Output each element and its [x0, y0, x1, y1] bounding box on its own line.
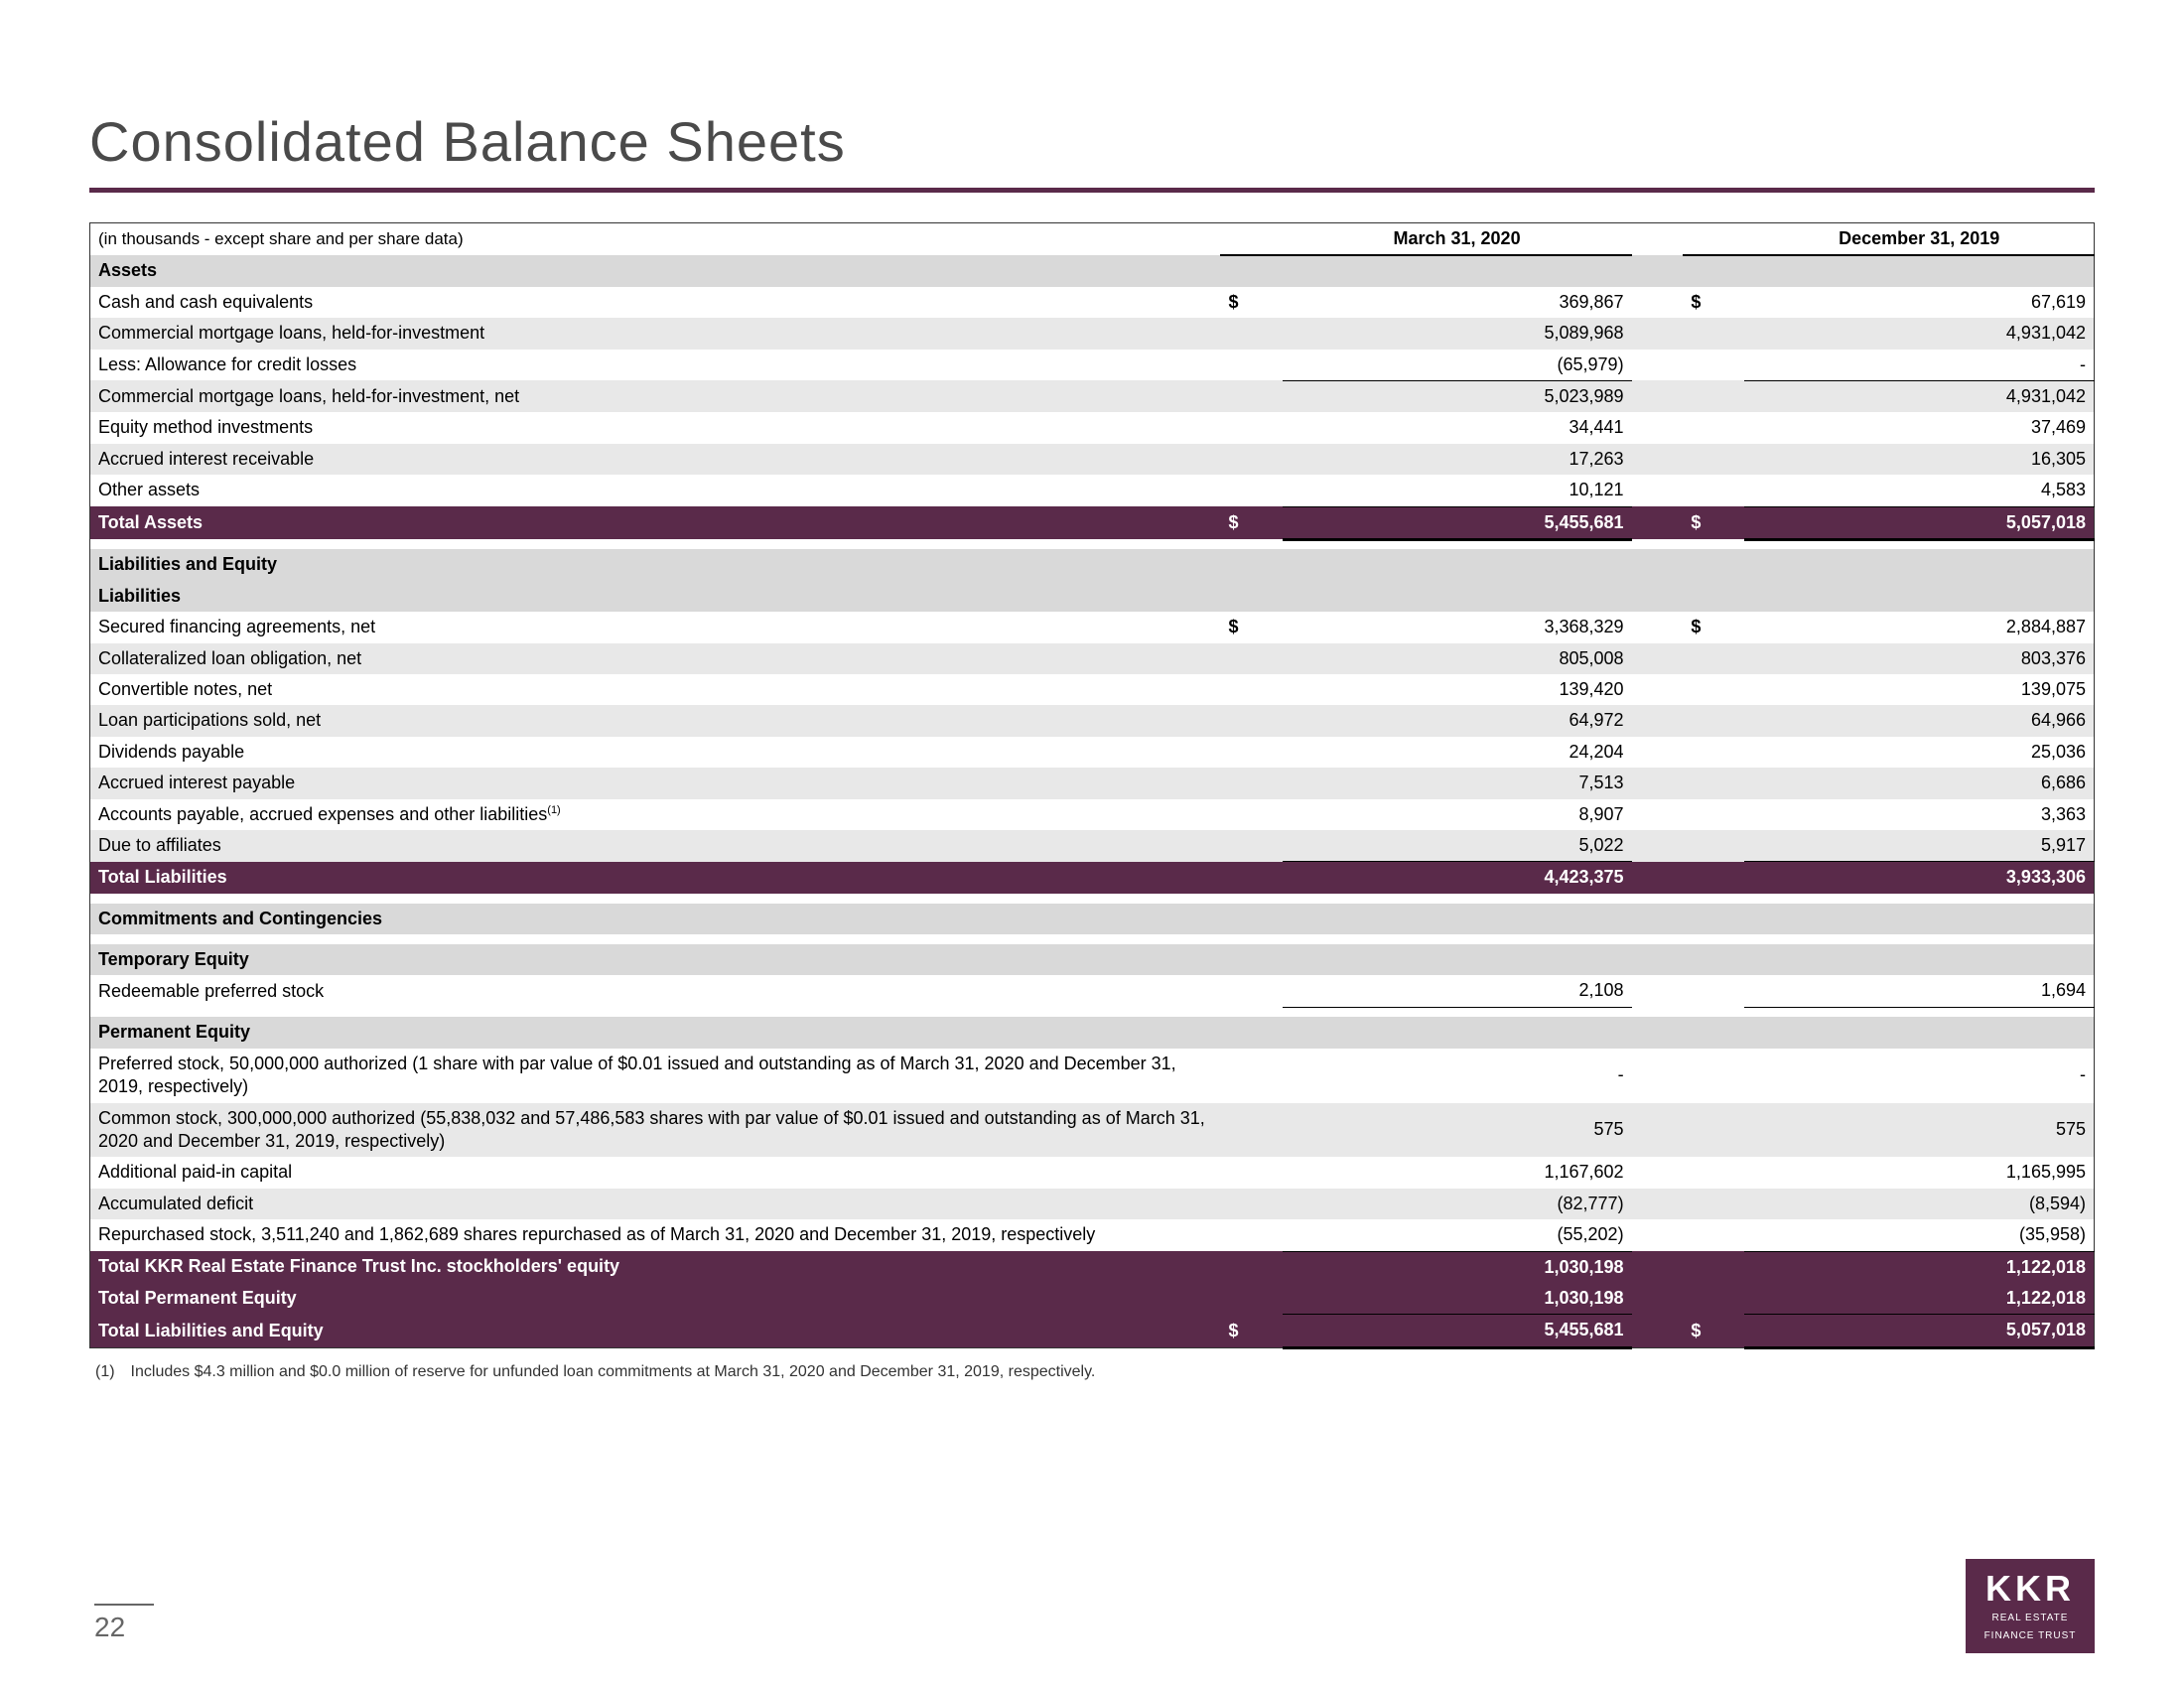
row-convertible: Convertible notes, net139,420139,075	[90, 674, 2095, 705]
section-liabilities: Liabilities	[90, 581, 2095, 612]
row-apic: Additional paid-in capital1,167,6021,165…	[90, 1157, 2095, 1188]
row-cml: Commercial mortgage loans, held-for-inve…	[90, 318, 2095, 349]
row-dividends-payable: Dividends payable24,20425,036	[90, 737, 2095, 768]
row-accum-deficit: Accumulated deficit(82,777)(8,594)	[90, 1189, 2095, 1219]
logo-text: KKR	[1985, 1571, 2075, 1607]
row-cash: Cash and cash equivalents $369,867 $67,6…	[90, 287, 2095, 318]
brand-logo: KKR REAL ESTATE FINANCE TRUST	[1966, 1559, 2095, 1653]
section-liab-equity: Liabilities and Equity	[90, 549, 2095, 580]
row-allowance: Less: Allowance for credit losses(65,979…	[90, 350, 2095, 381]
section-assets: Assets	[90, 255, 2095, 286]
section-perm-equity: Permanent Equity	[90, 1017, 2095, 1048]
title-rule	[89, 188, 2095, 193]
row-total-liabilities: Total Liabilities4,423,3753,933,306	[90, 862, 2095, 894]
logo-subtext-2: FINANCE TRUST	[1984, 1630, 2077, 1642]
row-loan-part: Loan participations sold, net64,97264,96…	[90, 705, 2095, 736]
row-total-stockholders: Total KKR Real Estate Finance Trust Inc.…	[90, 1251, 2095, 1283]
row-total-assets: Total Assets $5,455,681 $5,057,018	[90, 506, 2095, 539]
row-redeemable: Redeemable preferred stock2,1081,694	[90, 975, 2095, 1007]
page-title: Consolidated Balance Sheets	[89, 109, 2095, 174]
row-total-perm-equity: Total Permanent Equity1,030,1981,122,018	[90, 1283, 2095, 1315]
row-clo: Collateralized loan obligation, net805,0…	[90, 643, 2095, 674]
row-preferred: Preferred stock, 50,000,000 authorized (…	[90, 1049, 2095, 1103]
row-other-assets: Other assets10,1214,583	[90, 475, 2095, 506]
col-header-1: March 31, 2020	[1283, 223, 1632, 256]
section-commitments: Commitments and Contingencies	[90, 904, 2095, 934]
footnote: (1) Includes $4.3 million and $0.0 milli…	[89, 1363, 2095, 1381]
header-row: (in thousands - except share and per sha…	[90, 223, 2095, 256]
row-total-liab-equity: Total Liabilities and Equity $5,455,681 …	[90, 1315, 2095, 1347]
col-header-2: December 31, 2019	[1744, 223, 2094, 256]
row-affiliates: Due to affiliates5,0225,917	[90, 830, 2095, 862]
row-equity-method: Equity method investments34,44137,469	[90, 412, 2095, 443]
row-repurchased: Repurchased stock, 3,511,240 and 1,862,6…	[90, 1219, 2095, 1251]
logo-subtext-1: REAL ESTATE	[1992, 1613, 2069, 1624]
row-secured: Secured financing agreements, net $3,368…	[90, 612, 2095, 642]
row-cml-net: Commercial mortgage loans, held-for-inve…	[90, 380, 2095, 412]
section-temp-equity: Temporary Equity	[90, 944, 2095, 975]
table-subtitle: (in thousands - except share and per sha…	[90, 223, 1221, 256]
row-accrued-int-rec: Accrued interest receivable17,26316,305	[90, 444, 2095, 475]
row-accounts-payable: Accounts payable, accrued expenses and o…	[90, 799, 2095, 830]
row-accrued-int-pay: Accrued interest payable7,5136,686	[90, 768, 2095, 798]
balance-sheet-table: (in thousands - except share and per sha…	[89, 222, 2095, 1349]
row-common: Common stock, 300,000,000 authorized (55…	[90, 1103, 2095, 1158]
page-number: 22	[94, 1604, 154, 1643]
